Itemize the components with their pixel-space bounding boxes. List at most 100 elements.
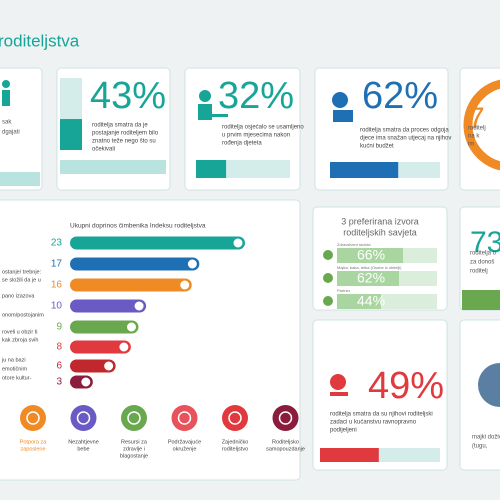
text-line: podijeljeni [330, 428, 357, 434]
bar [70, 320, 139, 334]
stat-value: 32% [218, 75, 294, 117]
text-line: roditelja o [470, 251, 497, 257]
factor-icon-inner [127, 411, 141, 425]
factor-icon-inner [177, 411, 192, 425]
card [0, 67, 43, 191]
card [459, 319, 500, 471]
text-line: Potpora za [20, 439, 48, 445]
page-title: roditeljstva [0, 31, 80, 50]
value-label: 17 [51, 259, 63, 270]
bar-icon [186, 258, 198, 270]
bar-track [60, 160, 166, 174]
icon [323, 273, 333, 283]
bar-icon [118, 341, 130, 353]
factor-icon-inner [278, 411, 293, 425]
card [312, 319, 448, 471]
text-line: na k [468, 134, 480, 140]
bar-icon [80, 376, 92, 388]
text-line: dgajati [2, 130, 20, 136]
factor-icon [70, 405, 97, 431]
stat-value: 49% [368, 365, 444, 407]
text-line: majki doživl [472, 435, 500, 441]
bar-icon [125, 321, 137, 333]
icon [332, 92, 353, 122]
factor-icon [171, 405, 198, 431]
bar [337, 271, 399, 286]
bar [60, 119, 82, 150]
side-note: onom/postojanim [2, 312, 44, 318]
text-line: okruženje [173, 446, 197, 452]
card [314, 67, 449, 191]
text-line: roditelja osjećalo se usamljeno [222, 125, 304, 131]
value-label: 10 [51, 301, 63, 312]
text-line: sak [2, 120, 12, 126]
bar [320, 448, 379, 462]
bar [70, 299, 147, 313]
text-line: rođenja djeteta [222, 141, 262, 147]
text-line: 73 [470, 226, 500, 259]
text-line: 3 preferirana izvora [341, 216, 419, 226]
text-line: roditelja smatra da je [92, 123, 148, 129]
bar [196, 160, 227, 178]
text-line: im [468, 142, 474, 148]
text-line: za donoš [470, 260, 494, 266]
bar-icon [133, 300, 145, 312]
icon [478, 363, 500, 407]
text-line: Podržavajuće [168, 439, 201, 445]
text-line: 7 [468, 102, 485, 135]
advice-value: 62% [357, 270, 385, 286]
side-note: ostanje/ trebnje: [2, 269, 42, 275]
text-line: djece ima snažan utjecaj na njihov [360, 136, 451, 142]
bar [330, 162, 399, 178]
bar-icon [179, 279, 191, 291]
text-line: roditelj [470, 269, 488, 275]
value-label: 16 [51, 280, 63, 291]
text-line: postajanje roditeljem bilo [92, 131, 159, 137]
text-line: zdravlje i [123, 446, 145, 452]
side-note: kak zbroja svih [2, 337, 38, 343]
side-note: pano izazova [2, 293, 35, 299]
value-label: 3 [56, 377, 62, 388]
icon [2, 80, 10, 106]
value-label: 6 [56, 361, 62, 372]
factor-icon-inner [26, 411, 40, 425]
bar [70, 278, 192, 292]
factor-icon [222, 405, 248, 431]
factor-icon-inner [76, 411, 91, 425]
bar [337, 294, 381, 309]
icon [330, 374, 348, 396]
text-line: znatno teže nego što su [92, 139, 156, 145]
text-line: Nezahtjevne [68, 439, 99, 445]
factor-icon [121, 405, 147, 431]
advice-source: Partner [337, 288, 351, 293]
stat-value: 62% [362, 75, 438, 117]
text-line: Roditeljsko [272, 439, 299, 445]
bar-fragment [0, 172, 40, 186]
bar-icon [232, 237, 244, 249]
factor-icon [20, 405, 46, 431]
value-label: 8 [56, 342, 62, 353]
side-note: otore kultur- [2, 375, 32, 381]
ring [463, 79, 500, 171]
bar-icon [103, 360, 115, 372]
icon [323, 250, 333, 260]
text-line: bebe [77, 446, 89, 452]
advice-source: Zdravstveni radnici [337, 242, 371, 247]
icon [323, 296, 333, 306]
factor-icon-inner [228, 411, 242, 425]
text-line: kućni budžet [360, 144, 394, 150]
card [56, 67, 171, 191]
value-label: 9 [56, 322, 62, 333]
text-line: roditeljstvo [222, 446, 248, 452]
text-line: roditelja smatra da proces odgoja [360, 128, 449, 134]
text-line: blagostanje [120, 453, 148, 459]
text-line: zaposlene [20, 446, 45, 452]
advice-value: 44% [357, 293, 385, 309]
text-line: u prvim mjesecima nakon [222, 133, 290, 139]
text-line: očekivali [92, 147, 115, 153]
text-line: (tugu, [472, 444, 488, 450]
icon [198, 90, 228, 120]
text-line: roditeljskih savjeta [343, 227, 417, 237]
chart-title: Ukupni doprinos čimbenika Indeksu rodite… [70, 223, 206, 230]
